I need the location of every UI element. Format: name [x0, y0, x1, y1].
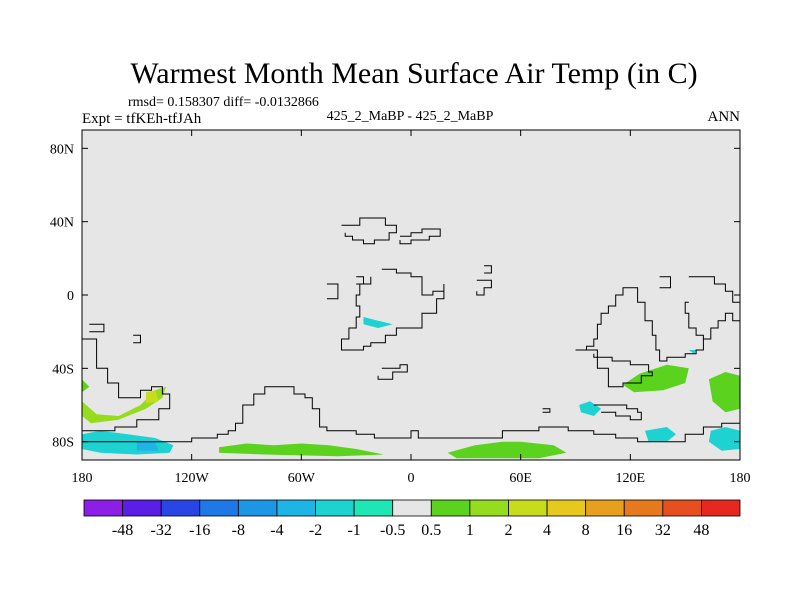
y-tick-label: 40S — [52, 362, 74, 377]
colorbar-label: 32 — [655, 522, 671, 539]
colorbar-swatch — [315, 499, 355, 517]
colorbar-swatch — [430, 499, 471, 517]
colorbar-label: -32 — [151, 522, 172, 539]
colorbar-swatch — [237, 499, 278, 517]
colorbar-swatch — [122, 499, 162, 517]
continent-outline — [593, 404, 642, 421]
continent-outline — [133, 334, 141, 344]
continent-outline — [575, 287, 740, 362]
continent-outline — [341, 268, 445, 351]
x-tick-label: 180 — [72, 471, 93, 486]
y-tick-label: 80S — [52, 436, 74, 451]
continent-outline — [684, 301, 704, 339]
continent-outline — [542, 408, 551, 413]
colorbar: -48 -32 -16 -8 -4 -2 -1 -0.5 0.5 1 2 4 8 16 32 48 — [83, 499, 741, 539]
colorbar-label: -1 — [347, 522, 360, 539]
anomaly-patch — [623, 364, 689, 393]
anomaly-patch — [447, 441, 567, 459]
continent-outline — [377, 364, 408, 380]
colorbar-swatch — [199, 499, 239, 517]
colorbar-swatch — [160, 499, 201, 517]
anomaly-patch — [146, 390, 159, 404]
colorbar-label: 16 — [616, 522, 632, 539]
continent-outline — [341, 217, 397, 245]
anomaly-patch — [579, 401, 602, 416]
continent-outline — [82, 386, 740, 443]
colorbar-label: -48 — [112, 522, 133, 539]
anomaly-patch — [708, 427, 740, 451]
stats-line: rmsd= 0.158307 diff= -0.0132866 — [128, 95, 319, 110]
anomaly-patch — [82, 379, 90, 393]
continent-outline — [82, 338, 171, 432]
continent-outline — [399, 228, 441, 245]
season-label: ANN — [708, 109, 741, 125]
y-tick-label: 40N — [50, 216, 74, 231]
colorbar-label: 2 — [504, 522, 512, 539]
anomaly-patch — [645, 427, 676, 442]
y-tick-label: 80N — [50, 142, 74, 157]
colorbar-swatch — [508, 499, 548, 517]
colorbar-swatch — [662, 499, 702, 517]
colorbar-swatch — [623, 499, 664, 517]
x-tick-label: 120W — [175, 471, 210, 486]
continent-outline — [326, 283, 339, 300]
colorbar-label: -4 — [270, 522, 283, 539]
x-tick-label: 0 — [408, 471, 415, 486]
colorbar-swatch — [469, 499, 509, 517]
anomaly-patch — [136, 441, 159, 451]
colorbar-label: -16 — [189, 522, 210, 539]
x-tick-label: 120E — [616, 471, 646, 486]
experiment-label: Expt = tfKEh-tfJAh — [82, 111, 202, 127]
x-tick-label: 60E — [509, 471, 532, 486]
continent-outline — [688, 276, 740, 321]
map-background — [82, 130, 740, 460]
colorbar-label: -8 — [232, 522, 245, 539]
continent-outline — [476, 279, 492, 296]
continent-outline — [89, 323, 105, 333]
colorbar-label: -0.5 — [380, 522, 405, 539]
colorbar-swatch — [546, 499, 587, 517]
continent-outline — [484, 265, 492, 274]
colorbar-swatch — [276, 499, 316, 517]
anomaly-patch — [363, 317, 393, 328]
y-tick-label: 0 — [67, 289, 74, 304]
map-panel — [81, 129, 741, 461]
x-tick-label: 180 — [730, 471, 751, 486]
y-axis: 80N 40N 0 40S 80S — [50, 142, 740, 451]
colorbar-label: 1 — [466, 522, 474, 539]
period-label: 425_2_MaBP - 425_2_MaBP — [327, 109, 494, 124]
continent-outline — [659, 276, 671, 289]
colorbar-swatch — [83, 499, 123, 517]
anomaly-patch — [688, 350, 697, 354]
map-content — [82, 217, 740, 459]
colorbar-label: -2 — [309, 522, 322, 539]
colorbar-label: 48 — [693, 522, 709, 539]
x-axis: 180 120W 60W 0 60E 120E 180 — [72, 130, 751, 486]
continent-outline — [356, 276, 364, 285]
continent-outline — [575, 349, 653, 388]
anomaly-patch — [708, 372, 740, 413]
colorbar-label: 8 — [582, 522, 590, 539]
colorbar-swatch — [392, 499, 432, 517]
anomaly-patch — [219, 443, 384, 457]
colorbar-label: 0.5 — [421, 522, 441, 539]
colorbar-swatch — [585, 499, 625, 517]
chart-title: Warmest Month Mean Surface Air Temp (in … — [130, 57, 697, 90]
anomaly-patch — [82, 386, 167, 424]
colorbar-swatch — [701, 499, 741, 517]
x-tick-label: 60W — [288, 471, 316, 486]
colorbar-swatch — [353, 499, 394, 517]
colorbar-label: 4 — [543, 522, 551, 539]
